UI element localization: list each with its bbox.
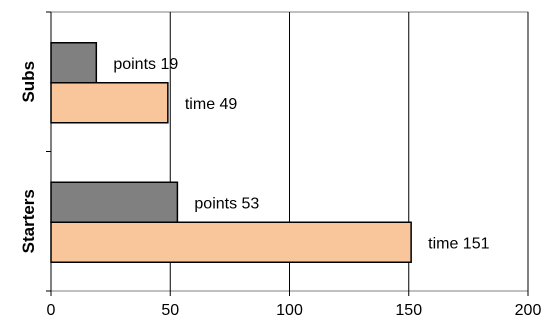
bar [50,221,412,263]
data-label: time 49 [185,96,238,113]
axes [46,11,529,296]
x-tick-label: 200 [515,302,542,319]
bar [50,42,98,84]
data-label: points 53 [194,195,259,212]
x-tick-label: 0 [47,302,56,319]
x-tick-label: 100 [276,302,303,319]
data-label: time 151 [428,235,489,252]
category-label: Subs [19,61,38,103]
labels: 0 50 100 150 200 Starters points 53 time 151 Sub… [19,56,541,319]
x-tick-label: 150 [395,302,422,319]
category-label: Starters [19,189,38,253]
data-label: points 19 [113,56,178,73]
bars [50,42,412,263]
x-tick-label: 50 [161,302,179,319]
bar [50,181,179,223]
bar [50,82,169,124]
